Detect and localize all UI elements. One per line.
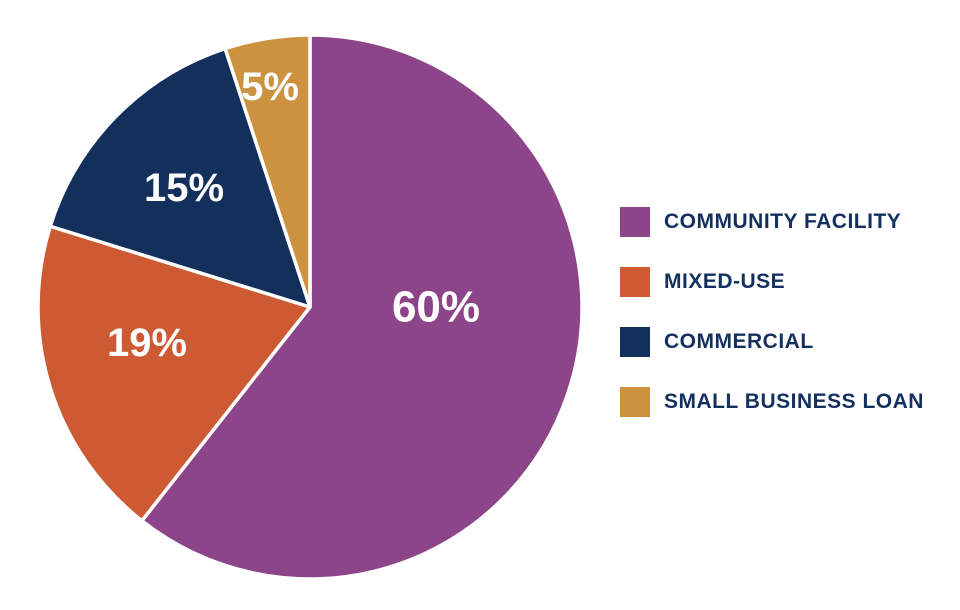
pie-slice-mixed-use — [36, 224, 312, 523]
legend-swatch-mixed-use — [614, 261, 656, 303]
slice-percent-label-commercial: 15% — [144, 166, 224, 210]
legend-label-small-business-loan: SMALL BUSINESS LOAN — [664, 390, 924, 413]
legend-item-small-business-loan: SMALL BUSINESS LOAN — [614, 381, 924, 423]
legend-item-community-facility: COMMUNITY FACILITY — [614, 201, 924, 243]
legend-label-commercial: COMMERCIAL — [664, 330, 814, 353]
legend-item-commercial: COMMERCIAL — [614, 321, 924, 363]
legend-swatch-commercial — [614, 321, 656, 363]
legend-swatch-small-business-loan — [614, 381, 656, 423]
pie-slice-community-facility — [140, 33, 584, 581]
slice-percent-label-small-business-loan: 5% — [241, 65, 299, 109]
legend: COMMUNITY FACILITY MIXED-USE COMMERCIAL … — [614, 201, 924, 423]
legend-label-community-facility: COMMUNITY FACILITY — [664, 210, 902, 233]
legend-swatch-community-facility — [614, 201, 656, 243]
slice-percent-label-mixed-use: 19% — [107, 321, 187, 365]
slice-percent-label-community-facility: 60% — [392, 283, 480, 332]
legend-item-mixed-use: MIXED-USE — [614, 261, 924, 303]
pie-slice-small-business-loan — [223, 33, 312, 309]
legend-label-mixed-use: MIXED-USE — [664, 270, 786, 293]
